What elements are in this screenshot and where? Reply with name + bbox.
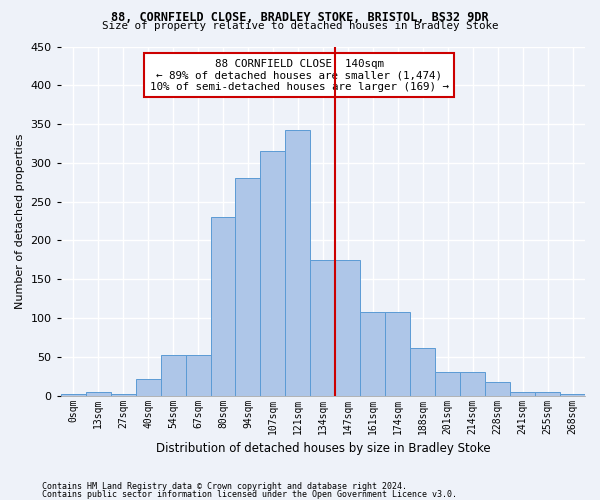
Bar xyxy=(161,354,185,396)
X-axis label: Distribution of detached houses by size in Bradley Stoke: Distribution of detached houses by size … xyxy=(155,442,490,455)
Bar xyxy=(310,260,335,396)
Y-axis label: Number of detached properties: Number of detached properties xyxy=(15,134,25,309)
Bar xyxy=(110,394,136,396)
Bar xyxy=(211,217,235,396)
Bar xyxy=(235,178,260,396)
Bar xyxy=(385,312,410,396)
Bar xyxy=(410,348,435,396)
Text: Size of property relative to detached houses in Bradley Stoke: Size of property relative to detached ho… xyxy=(102,21,498,31)
Text: 88 CORNFIELD CLOSE: 140sqm
← 89% of detached houses are smaller (1,474)
10% of s: 88 CORNFIELD CLOSE: 140sqm ← 89% of deta… xyxy=(150,58,449,92)
Text: 88, CORNFIELD CLOSE, BRADLEY STOKE, BRISTOL, BS32 9DR: 88, CORNFIELD CLOSE, BRADLEY STOKE, BRIS… xyxy=(111,11,489,24)
Bar xyxy=(460,372,485,396)
Bar xyxy=(286,130,310,396)
Bar xyxy=(560,394,585,396)
Bar xyxy=(535,392,560,396)
Bar xyxy=(435,372,460,396)
Bar xyxy=(86,392,110,396)
Text: Contains public sector information licensed under the Open Government Licence v3: Contains public sector information licen… xyxy=(42,490,457,499)
Bar xyxy=(260,151,286,396)
Bar xyxy=(61,394,86,396)
Bar xyxy=(485,382,510,396)
Bar xyxy=(335,260,361,396)
Bar xyxy=(361,312,385,396)
Text: Contains HM Land Registry data © Crown copyright and database right 2024.: Contains HM Land Registry data © Crown c… xyxy=(42,482,407,491)
Bar xyxy=(136,380,161,396)
Bar xyxy=(185,354,211,396)
Bar xyxy=(510,392,535,396)
